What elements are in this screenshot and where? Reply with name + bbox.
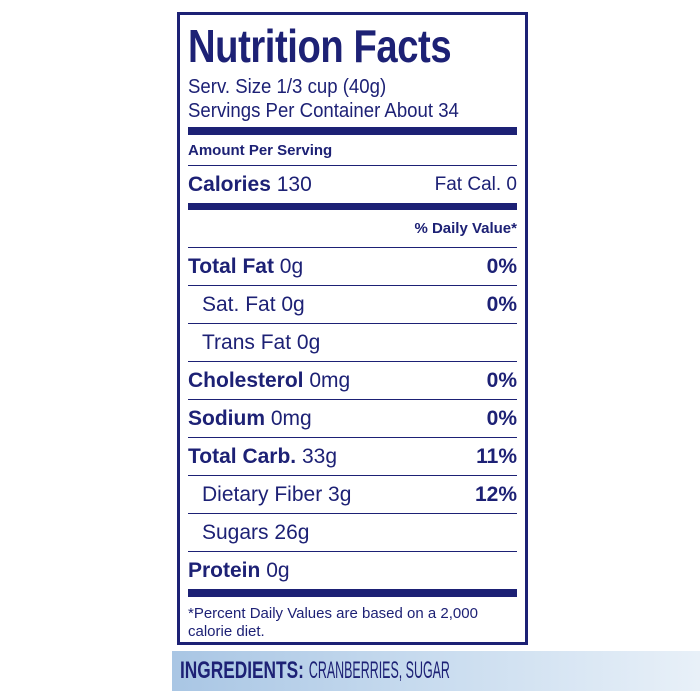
divider bbox=[188, 204, 517, 210]
ingredients: INGREDIENTS: CRANBERRIES, SUGAR bbox=[172, 651, 700, 691]
nutrient-row: Total Carb. 33g 11% bbox=[188, 438, 517, 476]
daily-value: 11% bbox=[476, 444, 517, 468]
nutrient-amount: 0mg bbox=[309, 368, 351, 392]
nutrient-name: Sat. Fat bbox=[202, 292, 276, 316]
nutrient-name: Total Fat bbox=[188, 254, 274, 278]
amount-per-serving: Amount Per Serving bbox=[188, 135, 517, 166]
nutrient-amount: 26g bbox=[274, 520, 310, 544]
nutrient-name: Sugars bbox=[202, 520, 269, 544]
calories-value: 130 bbox=[276, 172, 312, 196]
nutrient-amount: 0g bbox=[266, 558, 290, 582]
nutrient-amount: 0g bbox=[296, 330, 321, 354]
nutrient-row: Sodium 0mg 0% bbox=[188, 400, 517, 438]
title: Nutrition Facts bbox=[188, 20, 452, 72]
nutrient-row: Cholesterol 0mg 0% bbox=[188, 362, 517, 400]
nutrient-name: Trans Fat bbox=[202, 330, 292, 354]
nutrient-row: Dietary Fiber 3g 12% bbox=[188, 476, 517, 514]
nutrient-amount: 0g bbox=[279, 254, 304, 278]
nutrient-amount: 0mg bbox=[270, 406, 312, 430]
fat-calories: Fat Cal. 0 bbox=[434, 173, 517, 195]
servings: Servings Per Container About 34 bbox=[188, 100, 459, 122]
nutrient-name: Sodium bbox=[188, 406, 265, 430]
nutrient-row: Sugars 26g bbox=[188, 514, 517, 552]
nutrient-name: Dietary Fiber bbox=[202, 482, 323, 506]
nutrition-label: Nutrition Facts Serv. Size 1/3 cup (40g)… bbox=[177, 12, 528, 645]
daily-value: 0% bbox=[486, 368, 517, 392]
serving-size: Serv. Size 1/3 cup (40g) bbox=[188, 76, 387, 98]
nutrient-row: Total Fat 0g 0% bbox=[188, 248, 517, 286]
daily-value: 0% bbox=[486, 254, 517, 278]
nutrient-name: Total Carb. bbox=[188, 444, 297, 468]
daily-value: 0% bbox=[486, 406, 517, 430]
daily-value: 12% bbox=[474, 482, 517, 506]
ingredients-label: INGREDIENTS: bbox=[180, 657, 304, 684]
nutrient-row: Trans Fat 0g bbox=[188, 324, 517, 362]
calories-row: Calories 130 Fat Cal. 0 bbox=[188, 166, 517, 204]
daily-value: 0% bbox=[486, 292, 517, 316]
calories-label: Calories bbox=[188, 172, 271, 196]
divider bbox=[188, 589, 517, 597]
nutrient-row: Protein 0g bbox=[188, 552, 517, 589]
divider bbox=[188, 127, 517, 135]
nutrient-amount: 0g bbox=[281, 292, 305, 316]
nutrient-name: Cholesterol bbox=[188, 368, 304, 392]
footnote: *Percent Daily Values are based on a 2,0… bbox=[188, 605, 478, 640]
nutrient-row: Sat. Fat 0g 0% bbox=[188, 286, 517, 324]
daily-value-header: % Daily Value* bbox=[188, 210, 517, 248]
ingredients-text: CRANBERRIES, SUGAR bbox=[308, 657, 450, 684]
nutrient-amount: 3g bbox=[328, 482, 352, 506]
nutrient-amount: 33g bbox=[301, 444, 338, 468]
nutrient-name: Protein bbox=[188, 558, 261, 582]
